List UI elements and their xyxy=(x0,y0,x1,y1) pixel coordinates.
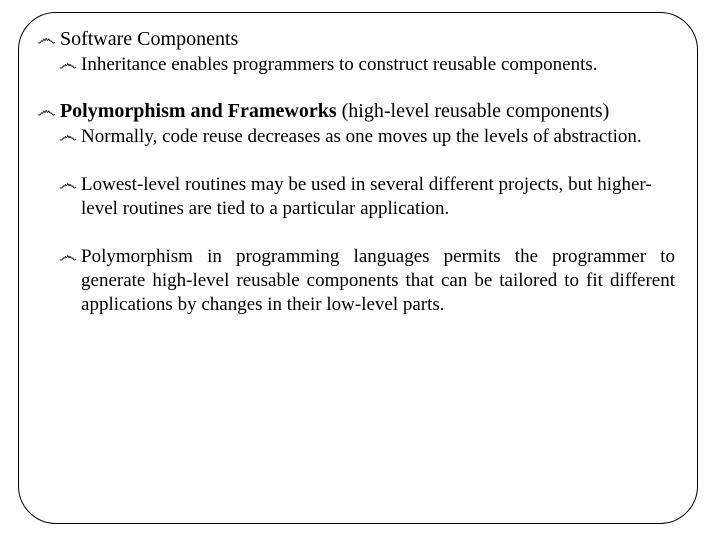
subbullet-normally: ෴ Normally, code reuse decreases as one … xyxy=(59,125,675,149)
bullet-polymorphism-frameworks: ෴ Polymorphism and Frameworks (high-leve… xyxy=(37,99,675,123)
spacer xyxy=(37,151,675,173)
heading-bold-part: Polymorphism and Frameworks xyxy=(60,100,337,122)
text-normally: Normally, code reuse decreases as one mo… xyxy=(81,125,642,149)
subbullet-polymorphism-langs: ෴ Polymorphism in programming languages … xyxy=(59,245,675,317)
heading-polymorphism-frameworks: Polymorphism and Frameworks (high-level … xyxy=(60,99,609,123)
spacer xyxy=(37,79,675,99)
subbullet-lowest-level: ෴ Lowest-level routines may be used in s… xyxy=(59,173,675,221)
text-lowest-level: Lowest-level routines may be used in sev… xyxy=(81,173,675,221)
bullet-icon: ෴ xyxy=(37,27,56,51)
slide-frame: ෴ Software Components ෴ Inheritance enab… xyxy=(18,12,698,524)
bullet-software-components: ෴ Software Components xyxy=(37,27,675,51)
bullet-icon: ෴ xyxy=(59,53,77,77)
bullet-icon: ෴ xyxy=(59,125,77,149)
text-polymorphism-langs: Polymorphism in programming languages pe… xyxy=(81,245,675,317)
bullet-icon: ෴ xyxy=(37,99,56,123)
spacer xyxy=(37,223,675,245)
heading-rest-part: (high-level reusable components) xyxy=(337,100,610,122)
bullet-icon: ෴ xyxy=(59,245,77,269)
subbullet-inheritance: ෴ Inheritance enables programmers to con… xyxy=(59,53,675,77)
bullet-icon: ෴ xyxy=(59,173,77,197)
text-inheritance: Inheritance enables programmers to const… xyxy=(81,53,598,77)
heading-software-components: Software Components xyxy=(60,27,238,51)
